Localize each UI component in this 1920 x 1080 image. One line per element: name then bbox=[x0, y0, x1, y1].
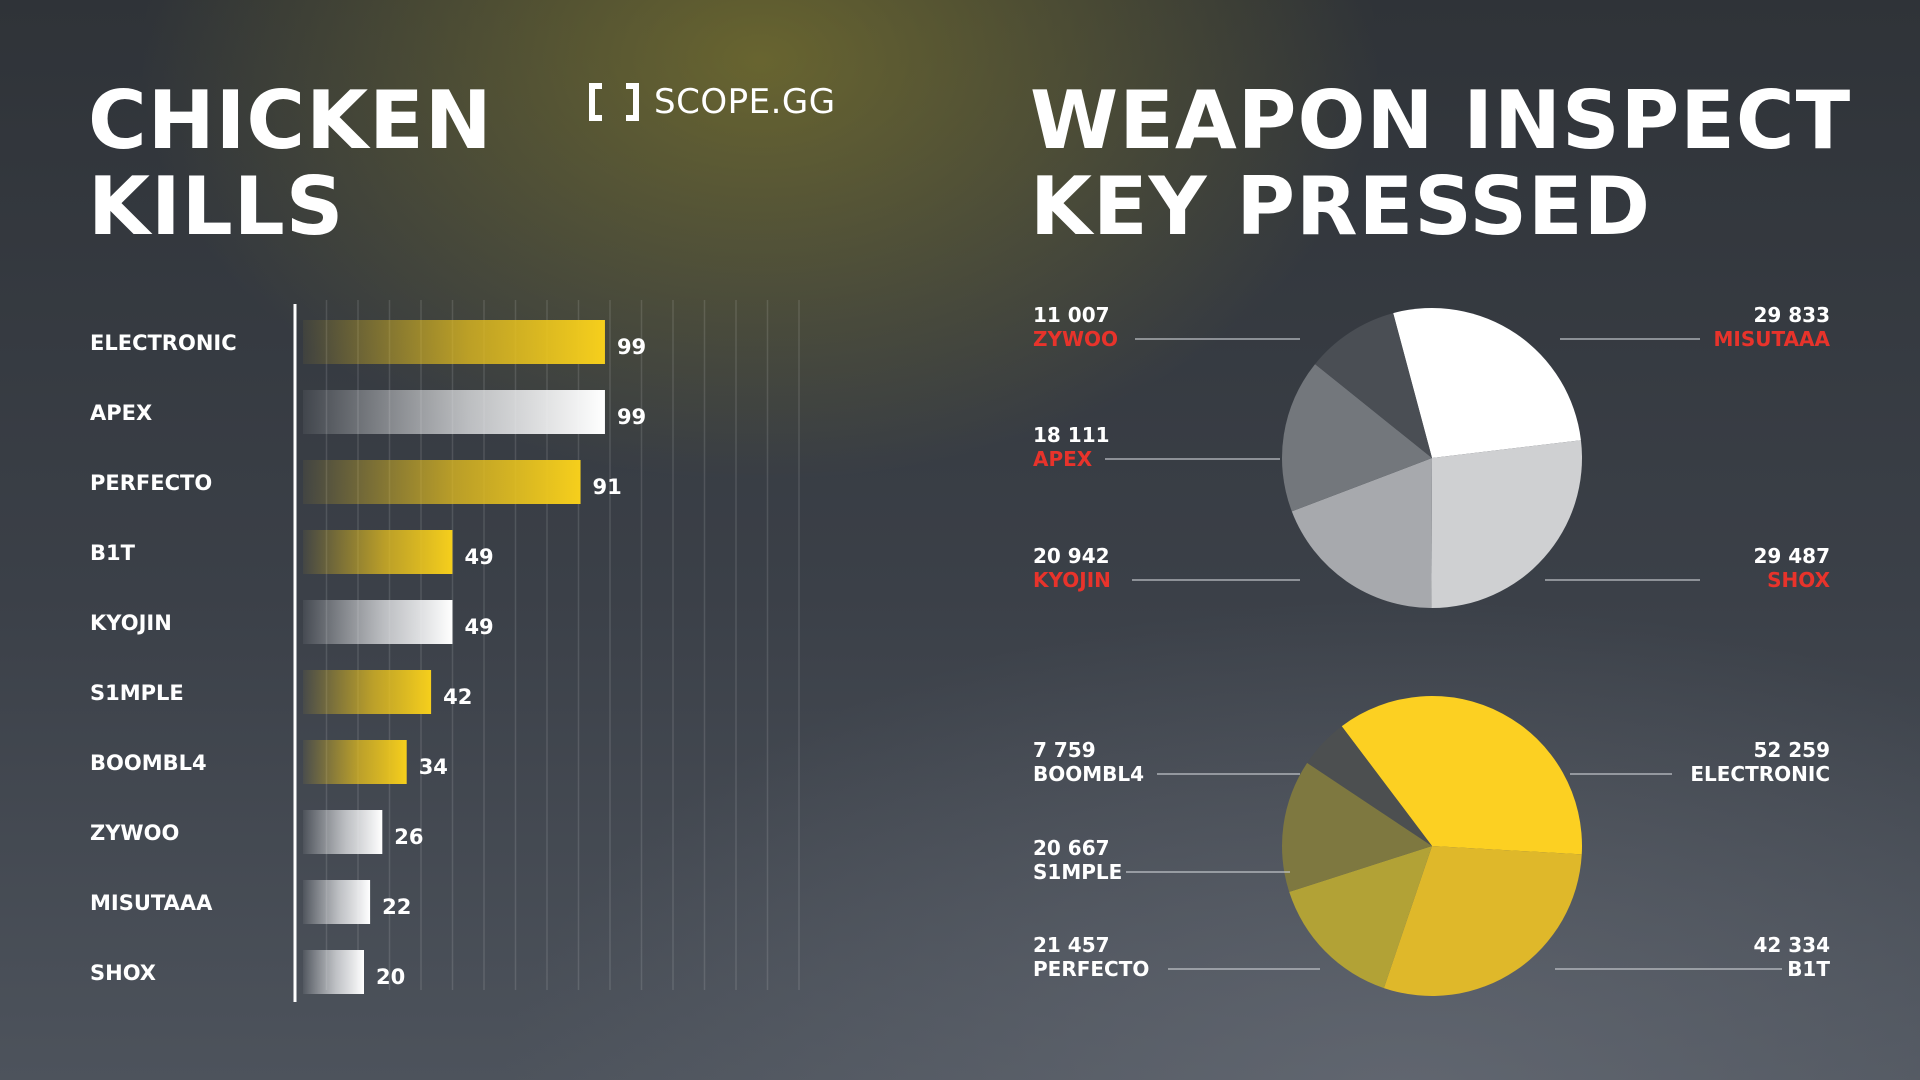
value-label: 22 bbox=[382, 895, 411, 919]
pie-value-label: 21 457 bbox=[1033, 933, 1110, 957]
pie-name-label: S1MPLE bbox=[1033, 860, 1122, 884]
pie-name-label: KYOJIN bbox=[1033, 568, 1111, 592]
category-label: ZYWOO bbox=[90, 821, 179, 845]
pie-slice-zywoo bbox=[1315, 313, 1432, 458]
pie-slice-perfecto bbox=[1289, 846, 1432, 989]
category-label: B1T bbox=[90, 541, 136, 565]
bar-electronic bbox=[303, 320, 605, 364]
bar-b1t bbox=[303, 530, 453, 574]
pie-slice-electronic bbox=[1341, 695, 1583, 855]
value-label: 34 bbox=[419, 755, 448, 779]
category-label: SHOX bbox=[90, 961, 156, 985]
pie-value-label: 20 942 bbox=[1033, 544, 1110, 568]
category-label: ELECTRONIC bbox=[90, 331, 237, 355]
pie-value-label: 52 259 bbox=[1753, 738, 1830, 762]
bar-shox bbox=[303, 950, 364, 994]
pie-name-label: B1T bbox=[1787, 957, 1830, 981]
bar-s1mple bbox=[303, 670, 432, 714]
pie-value-label: 42 334 bbox=[1753, 933, 1830, 957]
bracket-scope-icon bbox=[589, 83, 639, 121]
pie-top bbox=[1282, 308, 1582, 609]
bar-misutaaa bbox=[303, 880, 371, 924]
value-label: 42 bbox=[443, 685, 472, 709]
pie-slice-shox bbox=[1431, 440, 1582, 609]
category-label: KYOJIN bbox=[90, 611, 172, 635]
pie-bottom bbox=[1282, 695, 1583, 997]
pie-slice-b1t bbox=[1383, 846, 1582, 997]
bar-zywoo bbox=[303, 810, 383, 854]
value-label: 49 bbox=[464, 615, 493, 639]
pie-name-label: ELECTRONIC bbox=[1690, 762, 1830, 786]
pie-name-label: APEX bbox=[1033, 447, 1093, 471]
value-label: 20 bbox=[376, 965, 405, 989]
bar-chart-title: CHICKEN KILLS bbox=[88, 74, 493, 253]
pie-value-label: 20 667 bbox=[1033, 836, 1110, 860]
pie-value-label: 7 759 bbox=[1033, 738, 1096, 762]
pie-slice-apex bbox=[1282, 364, 1432, 512]
brand-logo: SCOPE.GG bbox=[588, 82, 836, 122]
pie-chart-title: WEAPON INSPECT KEY PRESSED bbox=[1030, 74, 1852, 253]
pie-slice-misutaaa bbox=[1393, 308, 1581, 458]
pie-value-label: 11 007 bbox=[1033, 303, 1110, 327]
category-label: MISUTAAA bbox=[90, 891, 213, 915]
pie-slice-boombl4 bbox=[1307, 726, 1432, 846]
value-label: 91 bbox=[593, 475, 622, 499]
pie-name-label: BOOMBL4 bbox=[1033, 762, 1144, 786]
bar-boombl4 bbox=[303, 740, 407, 784]
bar-kyojin bbox=[303, 600, 453, 644]
pie-slice-s1mple bbox=[1282, 762, 1432, 892]
chicken-kills-bar-chart: ELECTRONIC 99 APEX 99 PERFECTO 91 B1T 49 KYOJIN 4… bbox=[90, 300, 800, 1002]
pie-value-label: 18 111 bbox=[1033, 423, 1110, 447]
category-label: APEX bbox=[90, 401, 152, 425]
value-label: 99 bbox=[617, 335, 646, 359]
pie-slice-kyojin bbox=[1291, 458, 1432, 608]
value-label: 99 bbox=[617, 405, 646, 429]
pie-name-label: ZYWOO bbox=[1033, 327, 1118, 351]
pie-name-label: MISUTAAA bbox=[1713, 327, 1830, 351]
bar-apex bbox=[303, 390, 605, 434]
pie-name-label: SHOX bbox=[1767, 568, 1830, 592]
pie-value-label: 29 487 bbox=[1753, 544, 1830, 568]
brand-name: SCOPE.GG bbox=[654, 82, 836, 122]
category-label: PERFECTO bbox=[90, 471, 212, 495]
category-label: S1MPLE bbox=[90, 681, 184, 705]
pie-name-label: PERFECTO bbox=[1033, 957, 1149, 981]
value-label: 26 bbox=[394, 825, 423, 849]
bar-perfecto bbox=[303, 460, 581, 504]
value-label: 49 bbox=[464, 545, 493, 569]
category-label: BOOMBL4 bbox=[90, 751, 207, 775]
pie-value-label: 29 833 bbox=[1753, 303, 1830, 327]
